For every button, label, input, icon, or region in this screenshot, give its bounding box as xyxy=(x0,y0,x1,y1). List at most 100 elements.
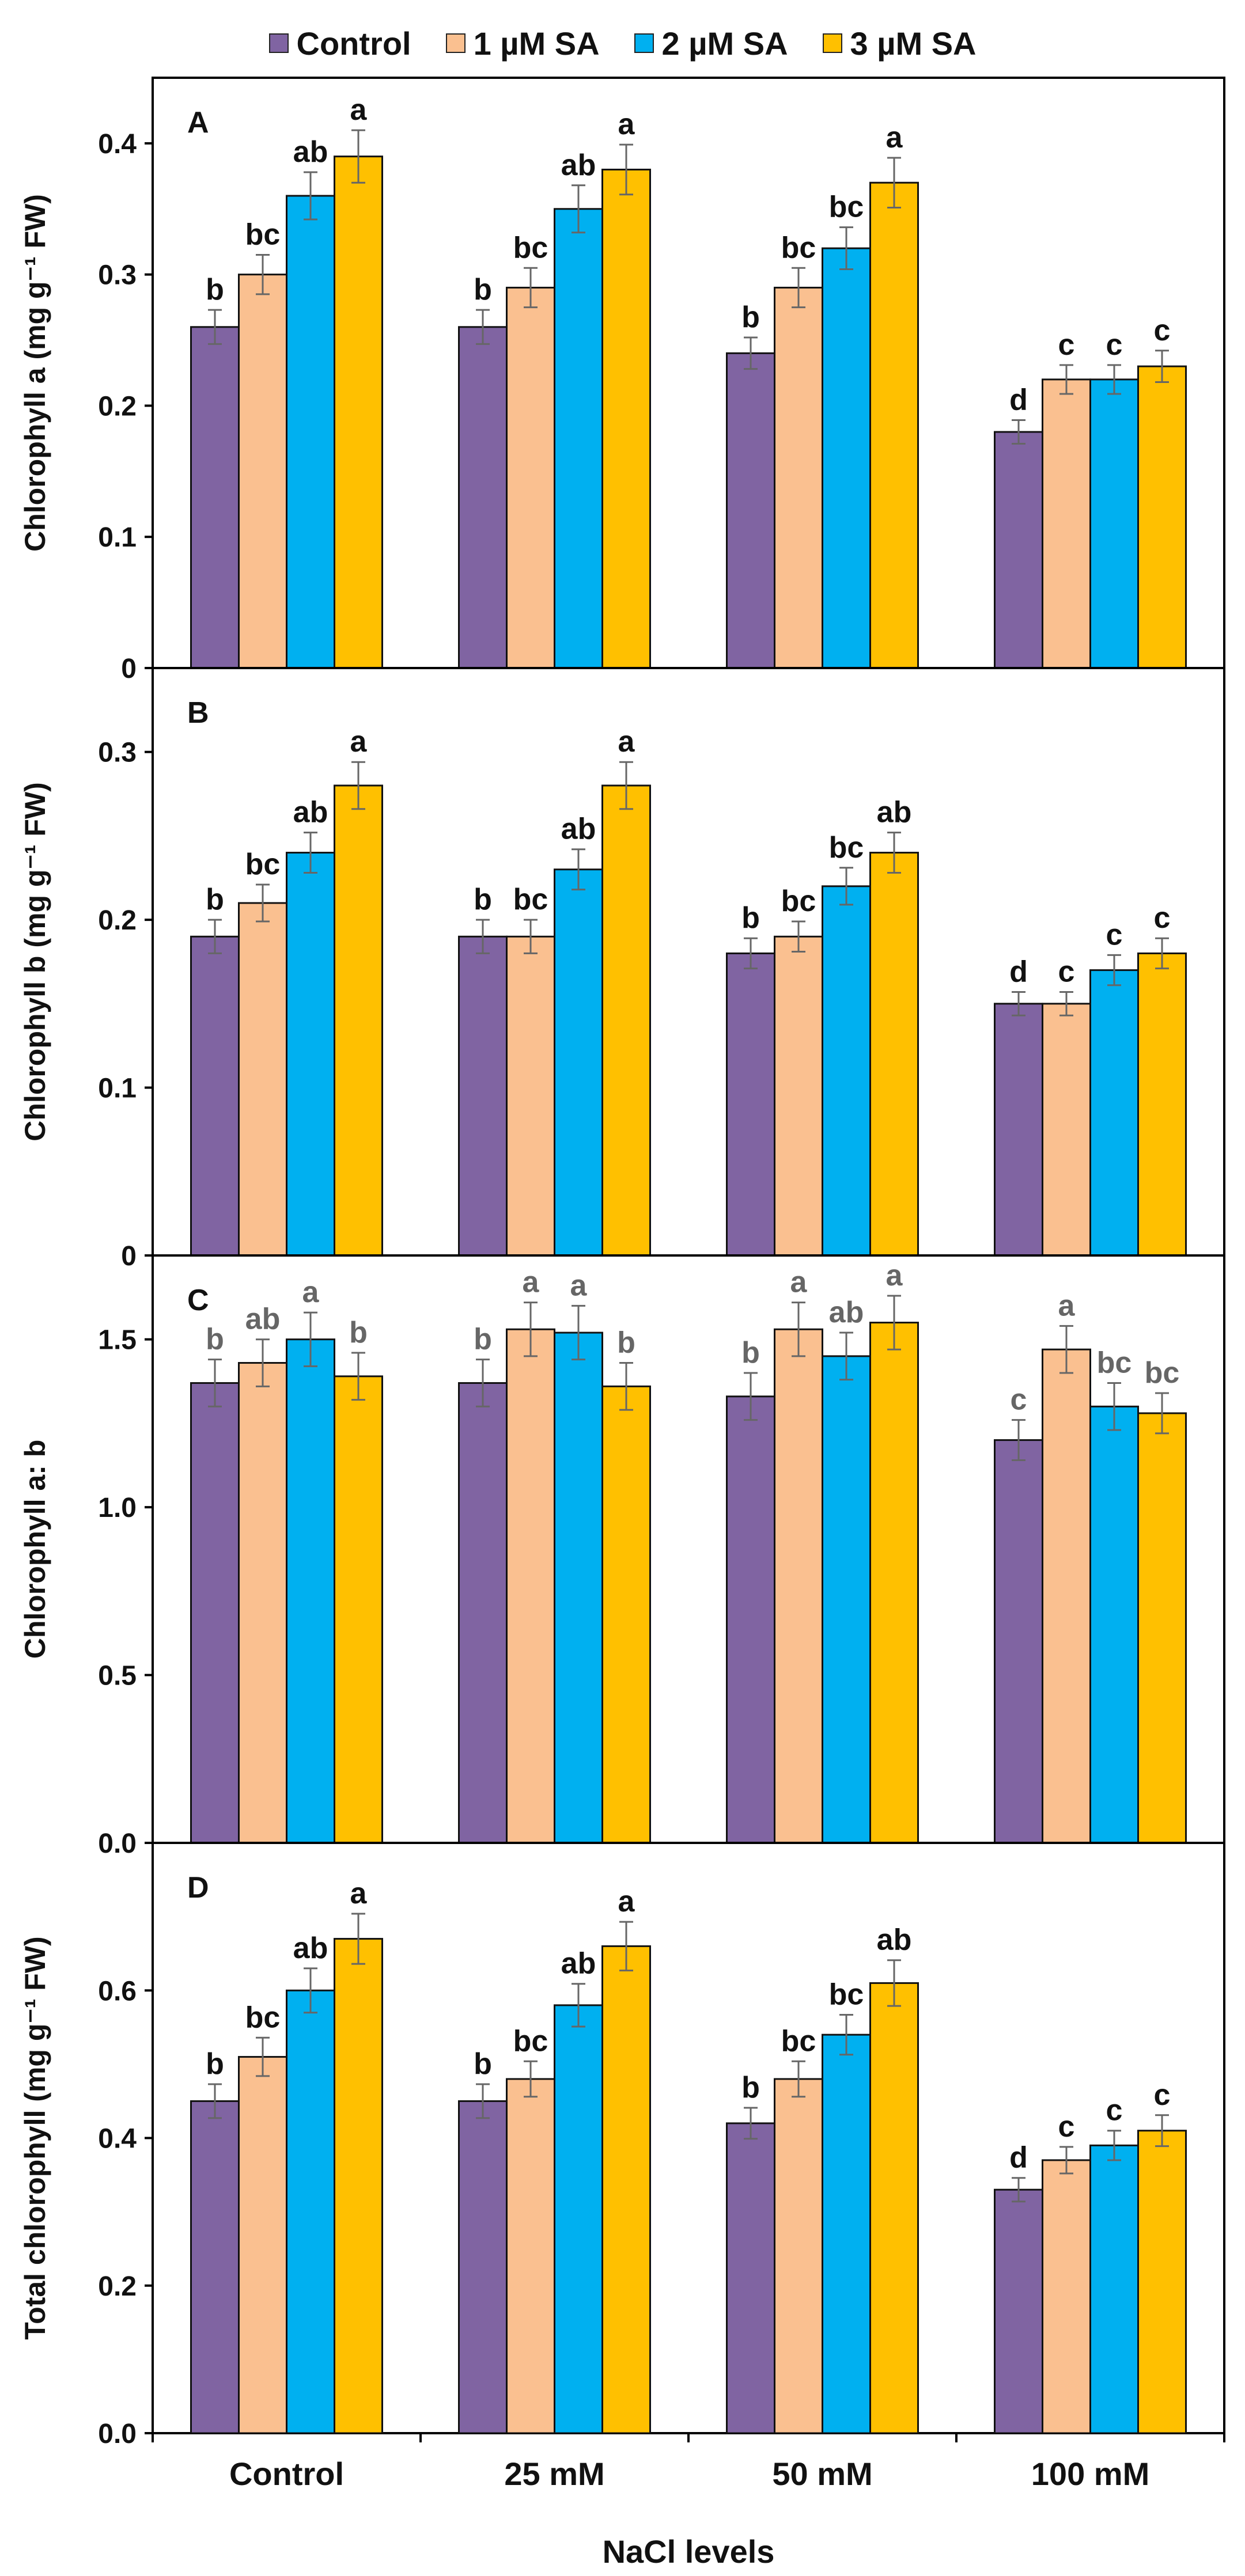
bar xyxy=(458,2100,508,2434)
legend-label: Control xyxy=(296,25,411,62)
bar xyxy=(601,1385,651,1844)
significance-label: ab xyxy=(293,1932,328,1965)
legend-swatch xyxy=(634,33,654,53)
bar xyxy=(286,1338,335,1844)
bar xyxy=(1089,969,1139,1257)
bar xyxy=(601,168,651,669)
panel-letter: A xyxy=(187,106,209,139)
significance-label: bc xyxy=(513,2024,548,2058)
significance-label: b xyxy=(741,901,760,935)
bar xyxy=(506,935,555,1257)
significance-label: b xyxy=(349,1316,368,1349)
bar xyxy=(726,1395,775,1844)
significance-label: bc xyxy=(245,218,281,252)
significance-label: ab xyxy=(561,149,596,182)
bar xyxy=(994,2188,1043,2434)
x-axis-title: NaCl levels xyxy=(603,2533,775,2570)
bar xyxy=(458,935,508,1257)
significance-label: b xyxy=(474,883,492,916)
significance-label: a xyxy=(350,93,368,127)
bar xyxy=(334,1375,383,1844)
significance-label: b xyxy=(474,2047,492,2081)
bar xyxy=(869,1982,919,2434)
significance-label: c xyxy=(1106,918,1123,951)
legend-item: 3 µM SA xyxy=(822,25,976,62)
bar xyxy=(286,195,335,669)
bar xyxy=(334,1938,383,2434)
panel-letter: C xyxy=(187,1284,209,1317)
legend-label: 2 µM SA xyxy=(661,25,788,62)
bar xyxy=(458,1382,508,1844)
bar xyxy=(554,868,603,1257)
y-tick-label: 0.0 xyxy=(98,2419,137,2449)
y-tick-label: 0.3 xyxy=(98,738,137,768)
bar xyxy=(869,1322,919,1844)
bar xyxy=(506,2078,555,2434)
significance-label: ab xyxy=(245,1303,281,1336)
bar xyxy=(1089,2144,1139,2434)
y-axis-title: Chlorophyll a (mg g⁻¹ FW) xyxy=(19,194,51,552)
y-axis-title: Total chlorophyll (mg g⁻¹ FW) xyxy=(19,1936,51,2339)
y-tick-label: 0.6 xyxy=(98,1976,137,2006)
significance-label: ab xyxy=(293,135,328,169)
bar xyxy=(774,2078,823,2434)
significance-label: a xyxy=(886,121,903,154)
significance-label: c xyxy=(1106,328,1123,362)
y-tick-label: 0.2 xyxy=(98,2271,137,2302)
significance-label: d xyxy=(1009,2141,1028,2175)
bar xyxy=(601,1945,651,2434)
significance-label: bc xyxy=(1145,1356,1180,1390)
bar xyxy=(994,1003,1043,1257)
significance-label: b xyxy=(206,273,224,306)
significance-label: c xyxy=(1058,328,1075,362)
y-tick-label: 0.4 xyxy=(98,2124,137,2154)
bar xyxy=(1042,378,1091,669)
significance-label: b xyxy=(617,1326,635,1360)
bar xyxy=(238,902,287,1257)
significance-label: c xyxy=(1154,2078,1171,2112)
significance-label: c xyxy=(1154,314,1171,347)
significance-label: bc xyxy=(829,831,864,864)
significance-label: c xyxy=(1106,2094,1123,2127)
significance-label: bc xyxy=(513,231,548,264)
significance-label: bc xyxy=(781,231,816,264)
bar xyxy=(822,247,871,669)
significance-label: bc xyxy=(1097,1346,1132,1379)
legend-item: Control xyxy=(268,25,411,62)
bar xyxy=(726,2122,775,2434)
bar xyxy=(726,352,775,669)
bar xyxy=(726,952,775,1257)
legend-swatch xyxy=(268,33,289,53)
significance-label: bc xyxy=(781,2024,816,2058)
significance-label: c xyxy=(1011,1383,1027,1417)
significance-label: a xyxy=(523,1266,540,1299)
bar xyxy=(601,784,651,1257)
legend-label: 1 µM SA xyxy=(473,25,600,62)
significance-label: b xyxy=(741,301,760,334)
bar xyxy=(1042,1348,1091,1844)
significance-label: b xyxy=(206,1323,224,1356)
bar xyxy=(822,1355,871,1844)
bar xyxy=(1137,952,1187,1257)
significance-label: a xyxy=(618,108,635,141)
y-tick-label: 1.5 xyxy=(98,1325,137,1356)
legend: Control 1 µM SA 2 µM SA 3 µM SA xyxy=(0,17,1245,69)
legend-item: 2 µM SA xyxy=(634,25,788,62)
significance-label: b xyxy=(206,883,224,916)
significance-label: bc xyxy=(513,883,548,916)
y-tick-label: 1.0 xyxy=(98,1493,137,1523)
bar xyxy=(554,208,603,669)
bar xyxy=(1137,365,1187,669)
y-axis-title: Chlorophyll a: b xyxy=(19,1440,51,1659)
bar xyxy=(869,852,919,1257)
legend-swatch xyxy=(445,33,466,53)
y-tick-label: 0.5 xyxy=(98,1661,137,1691)
bar xyxy=(238,274,287,669)
significance-label: bc xyxy=(245,2001,281,2034)
y-tick-label: 0.2 xyxy=(98,391,137,422)
bar xyxy=(1137,1412,1187,1844)
panel-letter: B xyxy=(187,696,209,730)
bar xyxy=(458,326,508,669)
legend-swatch xyxy=(822,33,842,53)
